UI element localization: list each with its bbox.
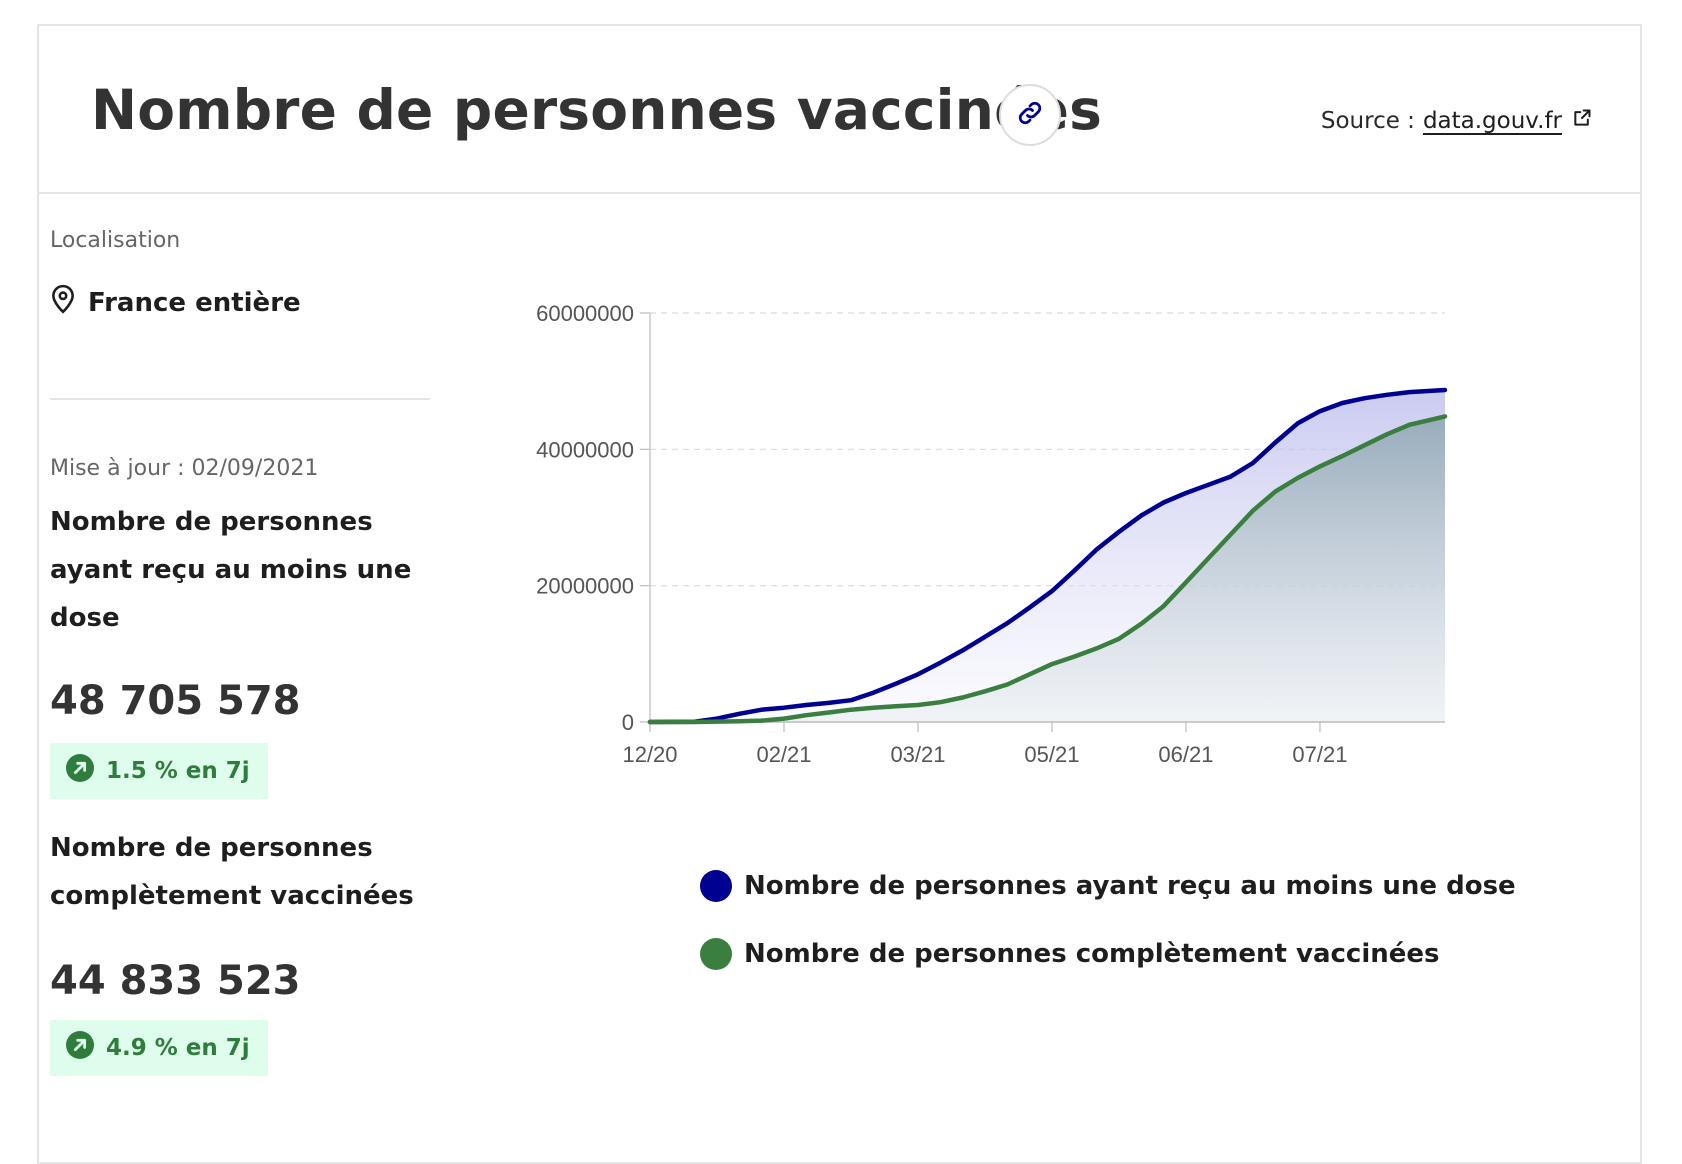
series-line-2 [647,414,1448,725]
source-link[interactable]: data.gouv.fr [1422,108,1562,134]
series-area-2 [650,416,1445,722]
series-line-1 [647,387,1448,725]
x-tick-label: 03/21 [890,742,945,767]
x-tick-label: 12/20 [622,742,677,767]
source-label: Source : [1320,108,1415,134]
arrow-up-right-icon [66,1031,106,1065]
legend-label: Nombre de personnes complètement vacciné… [744,939,1440,969]
y-tick-label: 60000000 [536,301,634,326]
x-tick-label: 02/21 [756,742,811,767]
source-info: Source : data.gouv.fr [1321,108,1592,134]
legend-dot [700,938,732,970]
x-tick-label: 06/21 [1158,742,1213,767]
divider [50,398,430,400]
location-value[interactable]: France entière [50,284,301,321]
location-label: Localisation [50,228,181,253]
trend-badge-fully-vaccinated: 4.9 % en 7j [50,1020,268,1076]
chart-svg: 0 20000000 40000000 60000000 12/20 02/21 03/21… [536,301,1448,767]
kpi-label-fully-vaccinated: Nombre de personnes complètement vacciné… [50,833,414,911]
trend-text: 1.5 % en 7j [106,758,250,784]
kpi-label-first-dose: Nombre de personnes ayant reçu au moins … [50,507,412,633]
trend-text: 4.9 % en 7j [106,1035,250,1061]
link-icon [1015,98,1045,132]
vaccination-card: Nombre de personnes vaccinées Source : d… [37,24,1642,1164]
legend-dot [700,870,732,902]
y-tick-label: 40000000 [536,437,634,462]
x-tick-label: 05/21 [1024,742,1079,767]
legend-label: Nombre de personnes ayant reçu au moins … [744,871,1516,901]
map-pin-icon [50,284,88,321]
arrow-up-right-icon [66,754,106,788]
card-header: Nombre de personnes vaccinées Source : d… [39,26,1640,194]
y-tick-label: 20000000 [536,574,634,599]
location-text: France entière [88,287,301,318]
external-link-icon [1572,108,1592,134]
legend-item-fully-vaccinated[interactable]: Nombre de personnes complètement vacciné… [700,938,1516,970]
chart-legend: Nombre de personnes ayant reçu au moins … [700,870,1516,1006]
copy-link-button[interactable] [999,84,1061,146]
x-tick-label: 07/21 [1292,742,1347,767]
vaccination-chart: 0 20000000 40000000 60000000 12/20 02/21 03/21… [520,300,1600,860]
page-title: Nombre de personnes vaccinées [91,78,1103,142]
trend-badge-first-dose: 1.5 % en 7j [50,743,268,799]
y-tick-label: 0 [622,710,634,735]
kpi-value-first-dose: 48 705 578 [50,678,301,724]
legend-item-first-dose[interactable]: Nombre de personnes ayant reçu au moins … [700,870,1516,902]
update-date: Mise à jour : 02/09/2021 [50,456,319,481]
kpi-value-fully-vaccinated: 44 833 523 [50,958,301,1004]
